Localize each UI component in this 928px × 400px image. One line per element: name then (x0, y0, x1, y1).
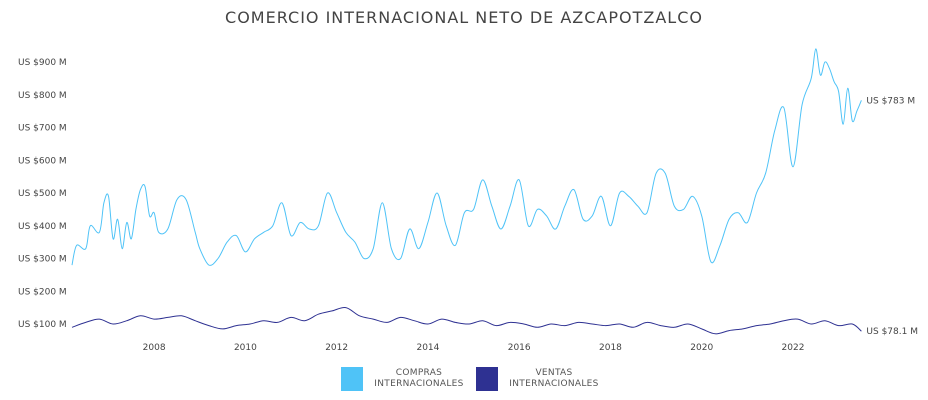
chart-plot: US $100 M US $200 M US $300 M US $400 M US $… (18, 48, 918, 353)
x-tick-label: 2016 (508, 343, 531, 353)
legend-label-ventas: VENTAS INTERNACIONALES (509, 368, 599, 389)
end-labels: US $783 M US $78.1 M (866, 96, 918, 337)
y-tick-label: US $700 M (18, 124, 67, 134)
end-value-label: US $783 M (866, 96, 915, 106)
y-tick-label: US $900 M (18, 58, 67, 68)
x-tick-label: 2012 (325, 343, 348, 353)
series-line-ventas (71, 306, 862, 335)
y-tick-label: US $100 M (18, 320, 67, 330)
legend-item-ventas[interactable]: VENTAS INTERNACIONALES (476, 367, 604, 391)
x-tick-label: 2022 (782, 343, 805, 353)
y-tick-label: US $300 M (18, 255, 67, 265)
y-tick-label: US $800 M (18, 91, 67, 101)
y-tick-label: US $200 M (18, 287, 67, 297)
series-lines (71, 48, 862, 335)
legend-label-compras: COMPRAS INTERNACIONALES (374, 368, 464, 389)
x-tick-label: 2008 (143, 343, 166, 353)
x-tick-label: 2018 (599, 343, 622, 353)
series-line-compras (71, 48, 862, 266)
legend-item-compras[interactable]: COMPRAS INTERNACIONALES (341, 367, 469, 391)
end-value-label: US $78.1 M (866, 327, 918, 337)
legend-swatch-compras (341, 367, 363, 391)
x-axis-ticks: 2008 2010 2012 2014 2016 2018 2020 2022 (143, 343, 805, 353)
y-tick-label: US $500 M (18, 189, 67, 199)
y-tick-label: US $600 M (18, 156, 67, 166)
x-tick-label: 2010 (234, 343, 257, 353)
x-tick-label: 2020 (690, 343, 713, 353)
y-tick-label: US $400 M (18, 222, 67, 232)
legend-swatch-ventas (476, 367, 498, 391)
x-tick-label: 2014 (416, 343, 439, 353)
chart-title: COMERCIO INTERNACIONAL NETO DE AZCAPOTZA… (225, 8, 703, 27)
y-axis-ticks: US $100 M US $200 M US $300 M US $400 M US $… (18, 58, 67, 330)
